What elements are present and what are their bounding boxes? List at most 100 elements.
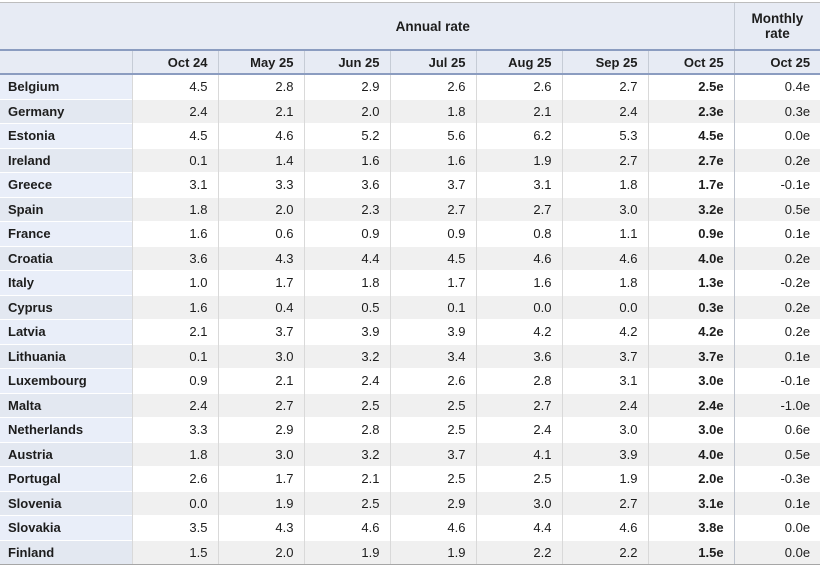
monthly-rate-value: 0.2e <box>733 245 820 271</box>
month-header-row: Oct 24 May 25 Jun 25 Jul 25 Aug 25 Sep 25 Oct … <box>0 50 820 75</box>
annual-rate-value: 3.9 <box>303 319 390 344</box>
annual-rate-value: 3.9 <box>561 441 648 467</box>
annual-rate-value: 3.6 <box>475 343 562 369</box>
annual-rate-value: 3.0 <box>217 441 304 467</box>
annual-rate-value: 4.6 <box>217 123 304 148</box>
annual-rate-value: 1.9 <box>475 147 562 173</box>
annual-rate-value: 3.0 <box>561 196 648 222</box>
annual-rate-value: 1.8 <box>131 196 218 222</box>
annual-rate-value: 3.2 <box>303 343 390 369</box>
monthly-rate-value: 0.6e <box>733 417 820 442</box>
annual-rate-value: 3.0 <box>561 417 648 442</box>
annual-rate-estimate-value: 3.0e <box>647 417 735 442</box>
corner-blank-cell <box>0 2 132 51</box>
annual-rate-value: 1.8 <box>561 172 648 197</box>
column-group-header-row: Annual rate Monthly rate <box>0 2 820 51</box>
table-row: Spain 1.8 2.0 2.3 2.7 2.7 3.0 3.2e 0.5e <box>0 196 820 222</box>
table-row: Slovakia 3.5 4.3 4.6 4.6 4.4 4.6 3.8e 0.0e <box>0 515 820 540</box>
column-header-monthly-oct-25: Oct 25 <box>733 50 820 75</box>
annual-rate-value: 3.9 <box>389 319 476 344</box>
annual-rate-value: 0.6 <box>217 221 304 246</box>
monthly-rate-value: 0.3e <box>733 98 820 124</box>
annual-rate-value: 1.8 <box>561 270 648 295</box>
annual-rate-value: 2.8 <box>475 368 562 393</box>
table-row: Lithuania 0.1 3.0 3.2 3.4 3.6 3.7 3.7e 0.1e <box>0 343 820 369</box>
annual-rate-estimate-value: 3.1e <box>647 490 735 516</box>
table-row: Germany 2.4 2.1 2.0 1.8 2.1 2.4 2.3e 0.3e <box>0 98 820 124</box>
annual-rate-value: 2.1 <box>217 98 304 124</box>
monthly-rate-group-header: Monthly rate <box>733 2 820 51</box>
annual-rate-estimate-value: 1.3e <box>647 270 735 295</box>
annual-rate-value: 2.4 <box>561 98 648 124</box>
annual-rate-value: 2.0 <box>217 539 304 565</box>
monthly-rate-value: -0.1e <box>733 172 820 197</box>
annual-rate-value: 3.7 <box>389 441 476 467</box>
annual-rate-estimate-value: 4.0e <box>647 245 735 271</box>
annual-rate-estimate-value: 2.3e <box>647 98 735 124</box>
annual-rate-value: 2.3 <box>303 196 390 222</box>
annual-rate-value: 2.1 <box>217 368 304 393</box>
annual-rate-value: 4.6 <box>389 515 476 540</box>
annual-rate-value: 4.6 <box>475 245 562 271</box>
table-row: Portugal 2.6 1.7 2.1 2.5 2.5 1.9 2.0e -0.3e <box>0 466 820 491</box>
annual-rate-value: 1.8 <box>131 441 218 467</box>
monthly-rate-value: 0.2e <box>733 319 820 344</box>
annual-rate-value: 4.4 <box>475 515 562 540</box>
annual-rate-estimate-value: 2.7e <box>647 147 735 173</box>
annual-rate-value: 2.0 <box>303 98 390 124</box>
annual-rate-value: 3.7 <box>389 172 476 197</box>
table-row: Cyprus 1.6 0.4 0.5 0.1 0.0 0.0 0.3e 0.2e <box>0 294 820 320</box>
annual-rate-value: 2.9 <box>389 490 476 516</box>
annual-rate-value: 2.5 <box>303 490 390 516</box>
annual-rate-value: 2.5 <box>475 466 562 491</box>
annual-rate-value: 3.3 <box>217 172 304 197</box>
monthly-rate-group-header-label: Monthly rate <box>751 11 804 41</box>
country-label: Germany <box>0 98 132 124</box>
annual-rate-value: 3.0 <box>475 490 562 516</box>
annual-rate-value: 2.7 <box>389 196 476 222</box>
annual-rate-value: 3.7 <box>217 319 304 344</box>
annual-rate-value: 1.9 <box>389 539 476 565</box>
annual-rate-value: 2.7 <box>561 147 648 173</box>
country-label: Italy <box>0 270 132 295</box>
country-column-blank-header <box>0 50 132 75</box>
column-header-oct-24: Oct 24 <box>131 50 218 75</box>
country-label: Belgium <box>0 74 132 99</box>
country-label: France <box>0 221 132 246</box>
annual-rate-value: 2.7 <box>217 392 304 418</box>
annual-rate-group-header: Annual rate <box>132 2 735 51</box>
annual-rate-estimate-value: 2.5e <box>647 74 735 99</box>
annual-rate-value: 0.9 <box>389 221 476 246</box>
annual-rate-value: 5.6 <box>389 123 476 148</box>
annual-rate-value: 2.4 <box>131 392 218 418</box>
monthly-rate-value: 0.1e <box>733 221 820 246</box>
annual-rate-value: 2.9 <box>303 74 390 99</box>
annual-rate-value: 4.6 <box>303 515 390 540</box>
country-label: Estonia <box>0 123 132 148</box>
country-label: Cyprus <box>0 294 132 320</box>
annual-rate-value: 2.7 <box>561 490 648 516</box>
monthly-rate-value: 0.5e <box>733 196 820 222</box>
annual-rate-value: 6.2 <box>475 123 562 148</box>
table-row: Ireland 0.1 1.4 1.6 1.6 1.9 2.7 2.7e 0.2e <box>0 147 820 173</box>
annual-rate-estimate-value: 2.4e <box>647 392 735 418</box>
annual-rate-estimate-value: 3.2e <box>647 196 735 222</box>
annual-rate-value: 2.4 <box>475 417 562 442</box>
annual-rate-value: 2.1 <box>131 319 218 344</box>
annual-rate-value: 3.4 <box>389 343 476 369</box>
country-label: Greece <box>0 172 132 197</box>
annual-rate-value: 0.1 <box>131 147 218 173</box>
annual-rate-value: 2.5 <box>389 417 476 442</box>
annual-rate-value: 3.7 <box>561 343 648 369</box>
annual-rate-value: 1.4 <box>217 147 304 173</box>
annual-rate-value: 1.7 <box>217 270 304 295</box>
table-row: Luxembourg 0.9 2.1 2.4 2.6 2.8 3.1 3.0e -0.1e <box>0 368 820 393</box>
country-label: Portugal <box>0 466 132 491</box>
annual-rate-value: 2.6 <box>389 74 476 99</box>
annual-rate-value: 2.9 <box>217 417 304 442</box>
annual-rate-value: 3.6 <box>303 172 390 197</box>
table-row: Finland 1.5 2.0 1.9 1.9 2.2 2.2 1.5e 0.0e <box>0 539 820 565</box>
annual-rate-value: 1.9 <box>217 490 304 516</box>
annual-rate-value: 3.6 <box>131 245 218 271</box>
annual-rate-value: 1.6 <box>303 147 390 173</box>
